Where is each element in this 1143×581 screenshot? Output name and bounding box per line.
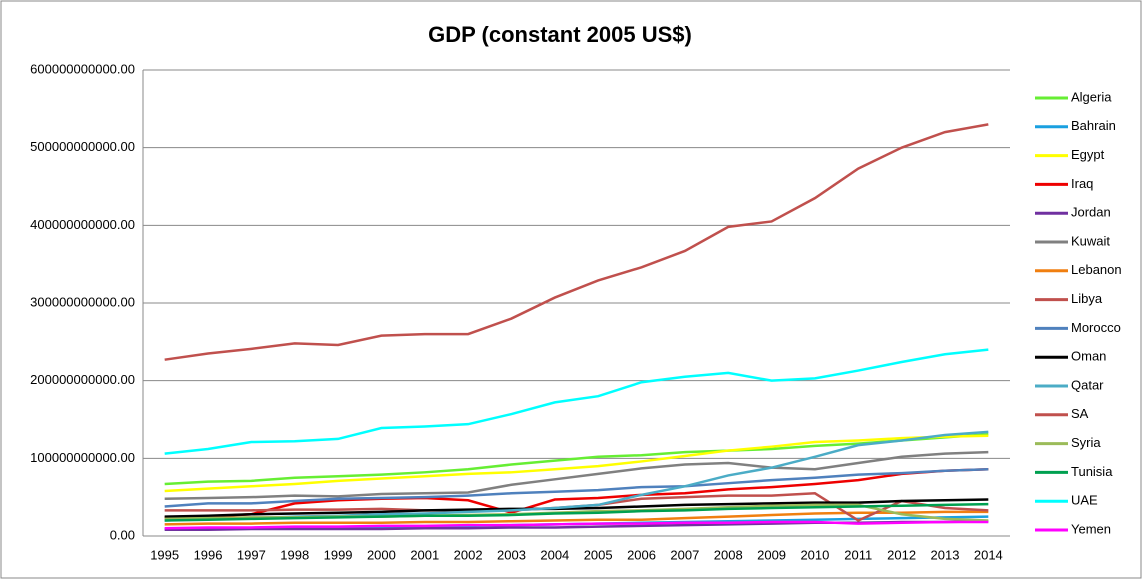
series-line [164,348,989,455]
x-tick-label: 2012 [887,547,916,562]
series-line [164,123,989,361]
x-tick-label: 2006 [627,547,656,562]
x-tick-label: 2005 [584,547,613,562]
x-tick-label: 2010 [800,547,829,562]
x-tick-label: 1995 [150,547,179,562]
x-tick-label: 2014 [974,547,1003,562]
series-line [164,510,989,526]
legend-label: Iraq [1071,176,1093,191]
series-line [164,450,989,500]
x-tick-label: 2004 [540,547,569,562]
series-line [164,502,989,522]
x-tick-label: 2009 [757,547,786,562]
x-tick-label: 2000 [367,547,396,562]
legend-label: UAE [1071,493,1098,508]
legend-label: Libya [1071,291,1103,306]
y-tick-label: 200000000000.00 [30,372,135,387]
legend-label: SA [1071,406,1089,421]
legend-label: Lebanon [1071,262,1122,277]
legend-label: Syria [1071,435,1101,450]
series-line [164,434,989,493]
legend-label: Yemen [1071,521,1111,536]
legend-label: Tunisia [1071,464,1113,479]
x-tick-label: 2007 [670,547,699,562]
x-tick-label: 2002 [454,547,483,562]
legend-label: Egypt [1071,147,1105,162]
x-tick-label: 1999 [324,547,353,562]
x-tick-label: 2011 [844,547,872,562]
x-tick-label: 1996 [194,547,223,562]
x-tick-label: 1997 [237,547,266,562]
y-tick-label: 400000000000.00 [30,217,135,232]
legend-label: Jordan [1071,205,1111,220]
y-tick-label: 300000000000.00 [30,294,135,309]
x-tick-label: 1998 [280,547,309,562]
legend-label: Qatar [1071,377,1104,392]
chart-title: GDP (constant 2005 US$) [428,22,692,47]
legend-label: Algeria [1071,89,1112,104]
y-tick-label: 0.00 [110,527,135,542]
series-line [164,467,989,508]
series-line [164,498,989,518]
series-line [164,520,989,530]
y-tick-label: 500000000000.00 [30,139,135,154]
legend-label: Morocco [1071,320,1121,335]
series-line [164,467,989,519]
legend-label: Oman [1071,349,1106,364]
y-tick-label: 600000000000.00 [30,61,135,76]
y-tick-label: 100000000000.00 [30,450,135,465]
x-tick-label: 2008 [714,547,743,562]
series-line [164,433,989,486]
x-tick-label: 2013 [931,547,960,562]
x-tick-label: 2001 [410,547,439,562]
x-tick-label: 2003 [497,547,526,562]
legend-label: Kuwait [1071,233,1110,248]
legend-label: Bahrain [1071,118,1116,133]
